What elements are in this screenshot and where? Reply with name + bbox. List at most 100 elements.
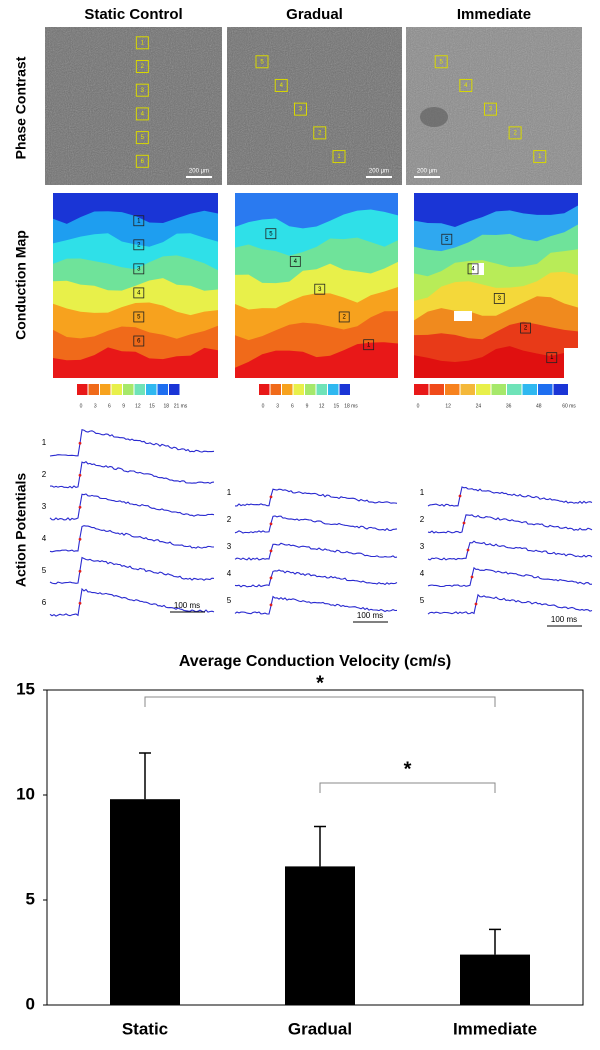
trace — [234, 595, 398, 615]
marker-box — [133, 335, 145, 347]
trace-label: 3 — [420, 542, 425, 551]
trace — [427, 566, 593, 588]
colorbar-label: 3 — [276, 403, 279, 409]
colorbar-label: 60 ms — [562, 403, 576, 409]
activation-dot — [78, 505, 82, 509]
colorbar-label: 24 — [476, 403, 482, 409]
x-tick-label: Gradual — [288, 1019, 352, 1038]
marker-label: 5 — [269, 231, 273, 237]
colorbar-cell — [339, 384, 350, 395]
colorbar-cell — [460, 384, 475, 395]
marker-box — [265, 228, 277, 240]
column-header: Immediate — [457, 6, 531, 23]
trace — [234, 515, 398, 534]
marker-box — [313, 126, 327, 140]
bar — [285, 866, 355, 1005]
colorbar-label: 0 — [80, 403, 83, 409]
map-band — [235, 342, 398, 378]
marker-box — [533, 150, 547, 164]
activation-dot — [269, 495, 273, 499]
trace-label: 6 — [42, 598, 47, 607]
colorbar-cell — [553, 384, 568, 395]
colorbar-cell — [476, 384, 491, 395]
colorbar-cell — [305, 384, 316, 395]
activation-dot — [458, 494, 462, 498]
colorbar-cell — [146, 384, 157, 395]
marker-box — [133, 215, 145, 227]
marker-label: 3 — [299, 107, 303, 113]
marker-box — [493, 293, 505, 304]
colorbar-cell — [429, 384, 444, 395]
marker-label: 6 — [137, 339, 141, 345]
activation-dot — [78, 441, 82, 445]
trace-label: 4 — [420, 569, 425, 578]
trace — [234, 569, 398, 588]
colorbar-cell — [111, 384, 122, 395]
trace-label: 2 — [42, 470, 47, 479]
marker-label: 3 — [498, 296, 502, 302]
marker-box — [274, 78, 288, 92]
marker-box — [255, 55, 269, 69]
marker-label: 5 — [141, 135, 145, 141]
trace — [49, 587, 215, 617]
colorbar-cell — [157, 384, 168, 395]
x-tick-label: Static — [122, 1019, 168, 1038]
activation-dot — [462, 521, 466, 525]
marker-box — [135, 107, 149, 121]
colorbar-cell — [134, 384, 145, 395]
trace — [49, 460, 215, 489]
marker-box — [441, 233, 453, 245]
significance-bracket — [319, 782, 496, 793]
marker-label: 4 — [137, 290, 141, 296]
activation-dot — [78, 473, 82, 477]
trace-label: 1 — [42, 438, 47, 447]
trace-label: 4 — [42, 534, 47, 543]
marker-label: 1 — [337, 154, 341, 160]
row-label: Action Potentials — [13, 473, 29, 588]
colorbar-label: 0 — [417, 403, 420, 409]
marker-box — [546, 352, 558, 364]
significance-label: * — [404, 758, 412, 780]
marker-label: 2 — [524, 326, 528, 332]
colorbar-label: 3 — [94, 403, 97, 409]
colorbar-label: 9 — [122, 403, 125, 409]
trace — [427, 593, 593, 615]
activation-dot — [269, 549, 273, 553]
colorbar-label: 18 ms — [344, 403, 358, 409]
marker-box — [135, 131, 149, 145]
marker-box — [135, 154, 149, 168]
trace — [49, 493, 215, 521]
trace — [49, 429, 215, 457]
significance-bracket — [144, 696, 496, 707]
marker-label: 5 — [137, 315, 141, 321]
marker-label: 5 — [445, 237, 449, 243]
scale-bar-label: 100 ms — [174, 601, 200, 610]
marker-box — [520, 322, 531, 334]
y-tick-label: 5 — [26, 889, 35, 908]
marker-label: 4 — [141, 111, 145, 117]
colorbar-cell — [316, 384, 327, 395]
colorbar-cell — [293, 384, 304, 395]
marker-box — [133, 263, 145, 275]
colorbar-label: 9 — [306, 403, 309, 409]
trace-label: 5 — [42, 566, 47, 575]
marker-label: 2 — [513, 130, 517, 136]
trace-label: 1 — [420, 488, 425, 497]
colorbar-cell — [100, 384, 111, 395]
map-band — [414, 346, 578, 378]
colorbar-cell — [538, 384, 553, 395]
phase-texture — [45, 27, 222, 185]
marker-label: 1 — [538, 154, 542, 160]
colorbar-label: 6 — [108, 403, 111, 409]
trace — [427, 540, 593, 561]
scale-bar-label: 200 μm — [189, 169, 209, 175]
bar — [460, 954, 530, 1005]
marker-label: 5 — [260, 59, 264, 65]
y-tick-label: 0 — [26, 994, 35, 1013]
row-label: Phase Contrast — [13, 56, 29, 159]
marker-label: 4 — [294, 259, 298, 265]
y-tick-label: 15 — [16, 679, 35, 698]
marker-box — [133, 239, 145, 251]
colorbar-cell — [123, 384, 134, 395]
